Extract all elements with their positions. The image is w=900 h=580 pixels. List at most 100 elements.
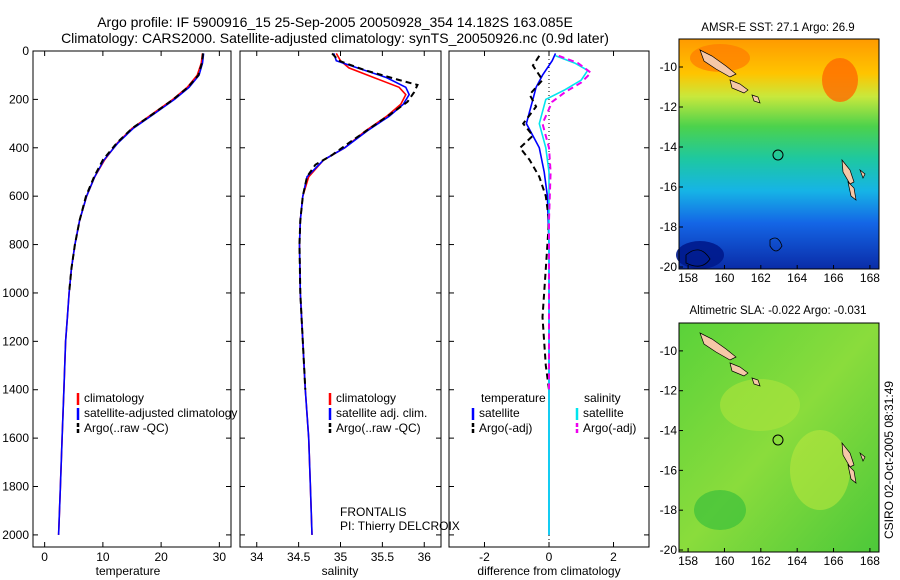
difference-legend-header: temperature [481, 391, 546, 405]
sla-low-patch [694, 490, 746, 530]
salinity-series-satellite [298, 53, 411, 535]
salinity-ticks: 34 34.5 35 35.5 36 [240, 50, 441, 564]
difference-lines [518, 51, 593, 547]
salinity-series-climatology [298, 53, 407, 535]
map-lat-tick-label: -12 [660, 100, 678, 114]
depth-tick-label: 1800 [2, 480, 29, 494]
map-lon-tick-label: 164 [787, 271, 807, 285]
map-lat-tick-label: -12 [660, 384, 678, 398]
map-lon-tick-label: 168 [860, 554, 880, 568]
depth-tick-label: 0 [22, 44, 29, 58]
salinity-legend-item-label: satellite adj. clim. [336, 406, 427, 420]
temperature-series-climatology [57, 53, 204, 535]
sla-map: Altimetric SLA: -0.022 Argo: -0.031 158 1… [660, 305, 881, 568]
map-lon-tick-label: 164 [787, 554, 807, 568]
map-lat-tick-label: -20 [660, 260, 678, 274]
argo-float-marker [772, 149, 784, 161]
difference-ticks: -2 0 2 [449, 50, 649, 564]
map-lon-tick-label: 158 [678, 554, 698, 568]
difference-series-temperature-satellite [525, 53, 557, 535]
temperature-series-argo [68, 53, 204, 294]
map-lon-tick-label: 160 [714, 554, 734, 568]
map-lon-tick-label: 166 [824, 554, 844, 568]
map-lon-tick-label: 160 [714, 271, 734, 285]
map-lon-tick-label: 158 [678, 271, 698, 285]
map-lat-tick-label: -14 [660, 424, 678, 438]
salinity-x-tick-label: 34.5 [287, 550, 311, 564]
depth-tick-label: 2000 [2, 528, 29, 542]
map-lat-tick-label: -18 [660, 503, 678, 517]
difference-x-tick-label: 2 [610, 550, 617, 564]
salinity-legend-item-label: climatology [336, 391, 396, 405]
map-lon-tick-label: 162 [751, 271, 771, 285]
figure-title-line2: Climatology: CARS2000. Satellite-adjuste… [61, 30, 609, 46]
temperature-legend-item-label: Argo(..raw -QC) [84, 421, 169, 435]
sla-high-patch [720, 379, 800, 431]
map-lat-tick-label: -16 [660, 463, 678, 477]
vanuatu-land [841, 441, 866, 484]
sla-map-frame [678, 322, 880, 553]
difference-x-tick-label: -2 [479, 550, 490, 564]
difference-legend-item-label: Argo(-adj) [479, 421, 532, 435]
vanuatu-land [841, 158, 866, 201]
map-lon-tick-label: 166 [824, 271, 844, 285]
map-lat-tick-label: -18 [660, 220, 678, 234]
depth-tick-label: 200 [9, 92, 29, 106]
difference-panel: -2 0 2 temperaturesatelliteArgo(-adj)salin… [448, 50, 650, 578]
depth-tick-label: 1600 [2, 431, 29, 445]
depth-tick-label: 1000 [2, 286, 29, 300]
depth-tick-label: 800 [9, 238, 29, 252]
sst-warm-patch [690, 44, 750, 72]
salinity-x-tick-label: 35 [334, 550, 348, 564]
depth-tick-label: 1200 [2, 334, 29, 348]
solomon-islands-land [699, 332, 761, 387]
sst-warm-patch [822, 58, 858, 102]
difference-legend-header: salinity [584, 391, 621, 405]
temperature-legend-item-label: climatology [84, 391, 144, 405]
sla-high-patch [790, 430, 850, 510]
temperature-x-tick-label: 0 [41, 550, 48, 564]
sla-map-ticks: 158 160 162 164 166 168 -10 -12 -14 -16 -18 -20 [660, 344, 881, 568]
figure-title-line1: Argo profile: IF 5900916_15 25-Sep-2005 … [97, 14, 573, 30]
difference-legend: temperaturesatelliteArgo(-adj)salinitysa… [471, 391, 636, 435]
difference-series-temperature-argo [518, 55, 551, 390]
side-timestamp: CSIRO 02-Oct-2005 08:31:49 [882, 381, 896, 539]
frontalis-annotation: FRONTALIS [340, 505, 406, 519]
sst-map-frame [678, 38, 880, 270]
salinity-x-tick-label: 35.5 [371, 550, 395, 564]
map-lon-tick-label: 168 [860, 271, 880, 285]
salinity-series-argo [298, 52, 419, 390]
difference-legend-item-label: satellite [479, 406, 520, 420]
salinity-x-tick-label: 34 [250, 550, 264, 564]
difference-legend-item-label: Argo(-adj) [583, 421, 636, 435]
difference-series-salinity-argo [541, 54, 593, 390]
sst-map-ticks: 158 160 162 164 166 168 -10 -12 -14 -16 -18 -20 [660, 60, 881, 285]
difference-x-tick-label: 0 [546, 550, 553, 564]
salinity-plot-frame [239, 50, 442, 548]
depth-tick-label: 400 [9, 141, 29, 155]
difference-legend-item-label: satellite [583, 406, 624, 420]
pi-annotation: PI: Thierry DELCROIX [340, 519, 460, 533]
temperature-axis-label: temperature [96, 564, 161, 578]
map-lat-tick-label: -10 [660, 60, 678, 74]
temperature-legend-item-label: satellite-adjusted climatology [84, 406, 237, 420]
sla-map-title: Altimetric SLA: -0.022 Argo: -0.031 [689, 305, 866, 317]
sst-map: AMSR-E SST: 27.1 Argo: 26.9 158 160 162 164… [660, 22, 881, 285]
temperature-plot-frame [32, 50, 232, 548]
salinity-axis-label: salinity [322, 564, 359, 578]
depth-tick-label: 600 [9, 189, 29, 203]
depth-tick-label: 1400 [2, 383, 29, 397]
argo-float-marker [772, 434, 784, 446]
difference-series-salinity-satellite [538, 55, 589, 535]
temperature-panel: 0 10 20 30 0 200 400 600 800 1000 1200 1400 1600 1800… [2, 44, 237, 578]
temperature-x-tick-label: 10 [96, 550, 110, 564]
salinity-lines [298, 52, 419, 535]
map-lat-tick-label: -10 [660, 344, 678, 358]
map-lat-tick-label: -20 [660, 543, 678, 557]
reef-contour [685, 237, 783, 267]
temperature-x-tick-label: 20 [154, 550, 168, 564]
